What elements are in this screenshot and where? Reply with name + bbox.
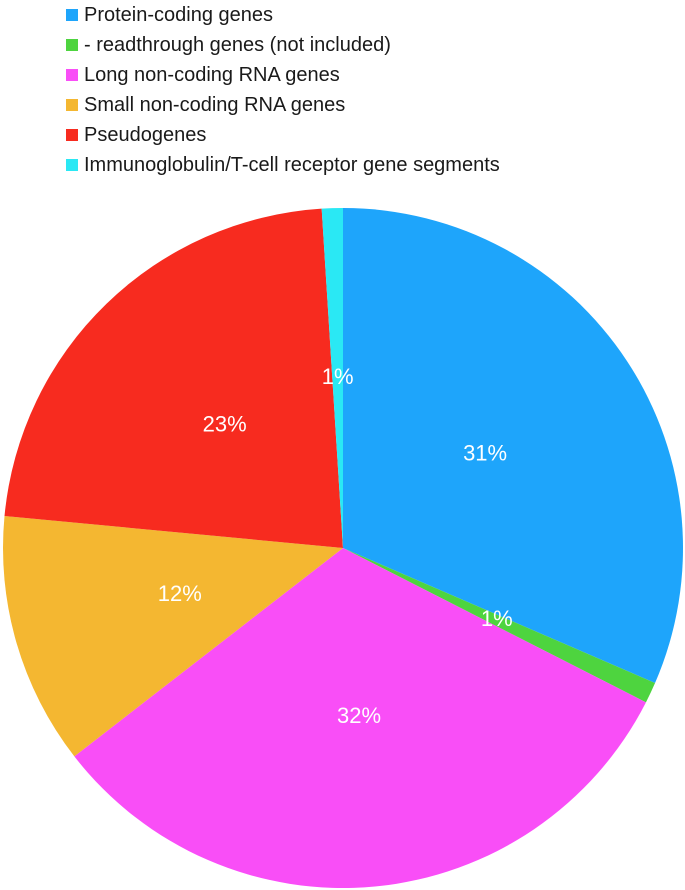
pie-slice (343, 207, 684, 684)
legend-item: Immunoglobulin/T-cell receptor gene segm… (66, 150, 500, 180)
slice-value-label: 23% (203, 412, 247, 437)
pie-slice (3, 516, 344, 757)
legend-label: Immunoglobulin/T-cell receptor gene segm… (84, 154, 500, 176)
pie-slice (343, 548, 656, 703)
pie-slice (74, 548, 646, 888)
legend-swatch (66, 39, 78, 51)
legend-item: Long non-coding RNA genes (66, 60, 500, 90)
legend-label: Long non-coding RNA genes (84, 64, 340, 86)
pie-slices (3, 207, 684, 888)
slice-value-label: 12% (158, 581, 202, 606)
legend-item: - readthrough genes (not included) (66, 30, 500, 60)
legend-label: Small non-coding RNA genes (84, 94, 346, 116)
legend-item: Small non-coding RNA genes (66, 90, 500, 120)
legend-swatch (66, 99, 78, 111)
legend-label: Protein-coding genes (84, 4, 274, 26)
pie-slice (4, 208, 343, 549)
legend-item: Protein-coding genes (66, 0, 500, 30)
legend-label: Pseudogenes (84, 124, 207, 146)
slice-value-label: 1% (481, 606, 513, 631)
legend-swatch (66, 69, 78, 81)
legend-swatch (66, 9, 78, 21)
chart-legend: Protein-coding genes - readthrough genes … (66, 0, 500, 180)
slice-value-label: 32% (337, 703, 381, 728)
legend-label: - readthrough genes (not included) (84, 34, 391, 56)
slice-value-label: 1% (322, 364, 354, 389)
pie-slice (321, 208, 343, 548)
slice-value-label: 31% (463, 441, 507, 466)
legend-item: Pseudogenes (66, 120, 500, 150)
legend-swatch (66, 159, 78, 171)
pie-labels: 31% 1% 32% 12% 23% 1% (158, 364, 513, 728)
legend-swatch (66, 129, 78, 141)
